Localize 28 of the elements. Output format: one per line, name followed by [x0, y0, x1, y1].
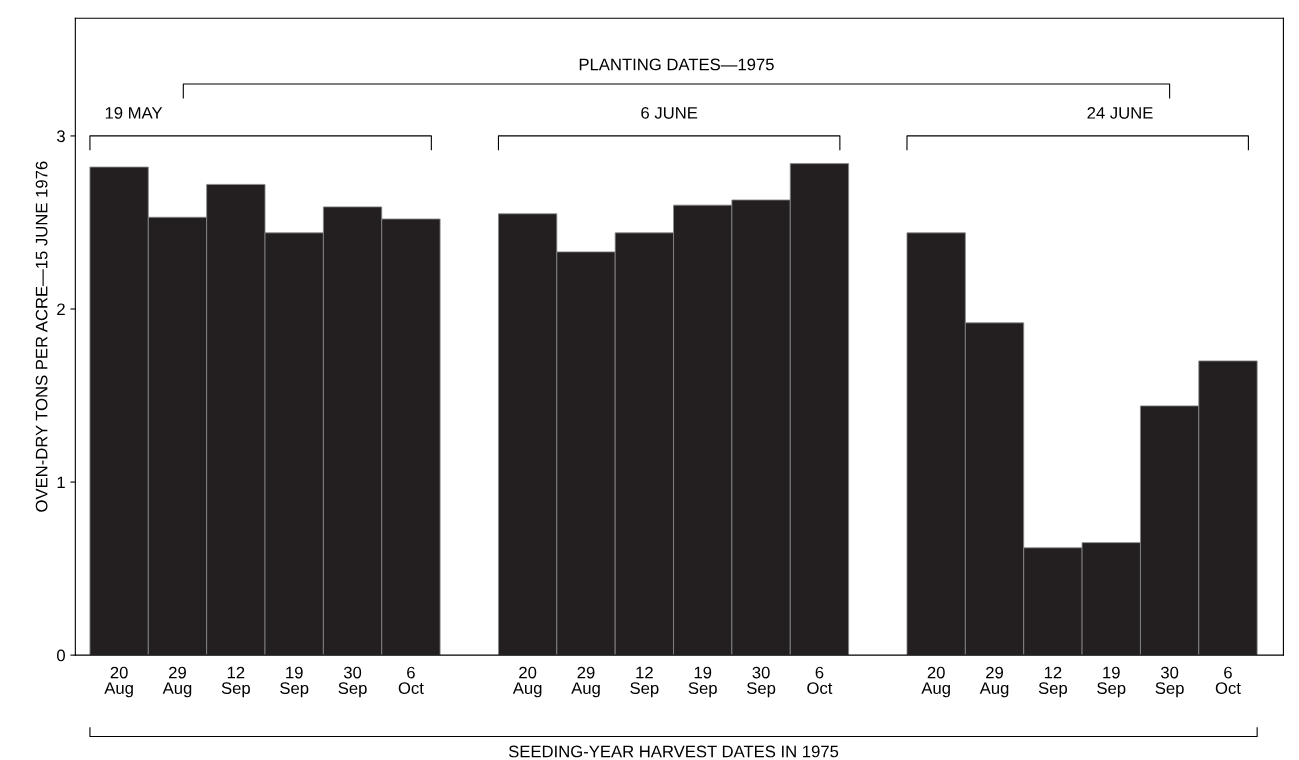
x-tick-label: 12 Sep [1038, 666, 1068, 698]
annotation: 19 MAY [105, 106, 163, 119]
y-axis-title: OVEN-DRY TONS PER ACRE—15 JUNE 1976 [35, 161, 48, 512]
x-tick-label: 20 Aug [921, 666, 950, 698]
x-tick-label: 30 Sep [338, 666, 367, 698]
x-tick-label: 29 Aug [571, 666, 600, 698]
y-tick-label: 3 [56, 130, 65, 143]
annotation: 6 JUNE [641, 106, 698, 119]
x-axis-title: SEEDING-YEAR HARVEST DATES IN 1975 [508, 745, 839, 758]
x-tick-label: 19 Sep [1097, 666, 1126, 698]
y-tick-label: 1 [57, 476, 65, 489]
y-tick-label: 0 [57, 649, 65, 662]
x-tick-label: 12 Sep [630, 666, 659, 698]
x-tick-label: 19 Sep [688, 666, 717, 698]
y-tick-label: 2 [57, 303, 65, 316]
x-tick-label: 29 Aug [979, 666, 1009, 698]
x-tick-label: 6 Oct [398, 666, 424, 695]
x-tick-label: 30 Sep [747, 666, 776, 698]
x-tick-label: 20 Aug [512, 666, 542, 698]
x-tick-label: 19 Sep [280, 666, 309, 698]
x-tick-label: 20 Aug [104, 666, 133, 698]
x-tick-label: 12 Sep [221, 666, 250, 698]
x-tick-label: 30 Sep [1155, 666, 1184, 698]
annotation: PLANTING DATES—1975 [579, 58, 774, 71]
x-tick-label: 6 Oct [807, 666, 833, 695]
annotation: 24 JUNE [1087, 106, 1153, 119]
x-tick-label: 6 Oct [1215, 666, 1241, 695]
x-tick-label: 29 Aug [162, 666, 192, 698]
